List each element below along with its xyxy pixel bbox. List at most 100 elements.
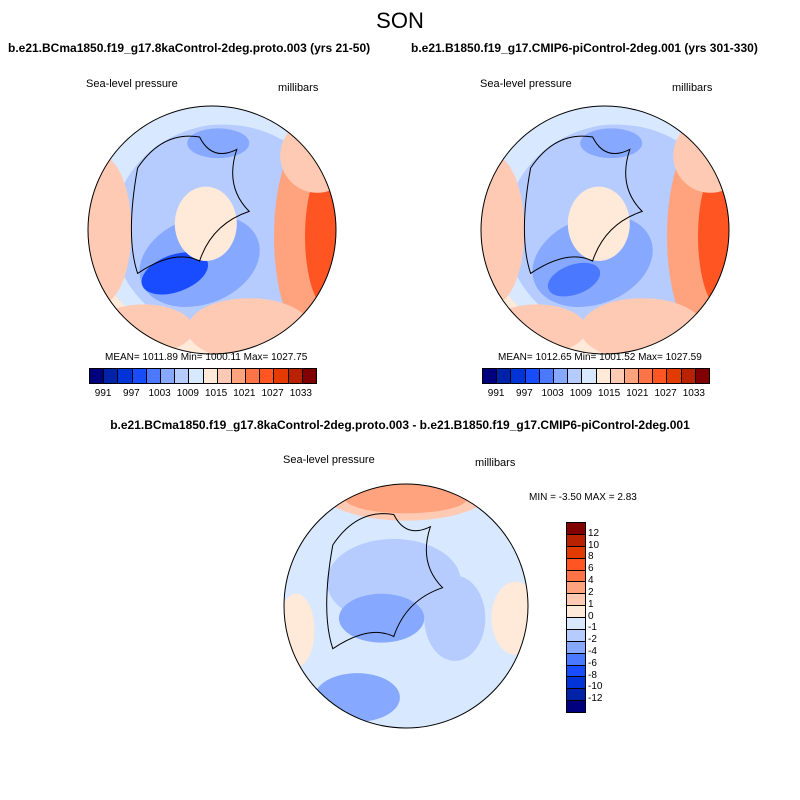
coastline bbox=[326, 513, 444, 650]
colorbar-tick-label: 991 bbox=[94, 388, 112, 399]
colorbar-tick-label: 991 bbox=[487, 388, 505, 399]
colorbar-swatch bbox=[175, 369, 190, 383]
colorbar-swatch bbox=[567, 594, 585, 607]
colorbar-swatch bbox=[104, 369, 119, 383]
colorbar-swatch bbox=[497, 369, 512, 383]
colorbar-tick-label: 1027 bbox=[261, 388, 284, 399]
colorbar-swatch bbox=[203, 369, 218, 383]
difference-colorbar bbox=[566, 522, 586, 713]
colorbar-swatch bbox=[525, 369, 540, 383]
right-panel-subtitle: b.e21.B1850.f19_g17.CMIP6-piControl-2deg… bbox=[411, 41, 758, 55]
colorbar-swatch bbox=[567, 546, 585, 559]
colorbar-tick-label: 6 bbox=[588, 563, 594, 575]
figure-title: SON bbox=[376, 8, 424, 33]
colorbar-tick-label: -6 bbox=[588, 657, 597, 669]
colorbar-tick-label: 4 bbox=[588, 575, 594, 587]
pressure-field bbox=[284, 484, 528, 728]
colorbar-swatch bbox=[483, 369, 498, 383]
colorbar-swatch bbox=[653, 369, 668, 383]
diff-units-label: millibars bbox=[475, 457, 516, 469]
map-boundary bbox=[480, 105, 730, 355]
colorbar-tick-label: 10 bbox=[588, 539, 600, 551]
right-polar-map bbox=[480, 105, 730, 355]
colorbar-swatch bbox=[567, 534, 585, 547]
colorbar-swatch bbox=[624, 369, 640, 383]
colorbar-swatch bbox=[582, 369, 597, 383]
colorbar-swatch bbox=[695, 369, 709, 383]
colorbar-swatch bbox=[146, 369, 161, 383]
colorbar-tick-label: 1021 bbox=[233, 388, 256, 399]
colorbar-swatch bbox=[260, 369, 275, 383]
colorbar-tick-label: -4 bbox=[588, 645, 597, 657]
left-variable-label: Sea-level pressure bbox=[86, 78, 178, 90]
difference-subtitle: b.e21.BCma1850.f19_g17.8kaControl-2deg.p… bbox=[110, 418, 690, 432]
pressure-field bbox=[88, 106, 336, 354]
colorbar-swatch bbox=[511, 369, 526, 383]
coastline bbox=[523, 135, 644, 275]
colorbar-swatch bbox=[302, 369, 316, 383]
colorbar-swatch bbox=[596, 369, 611, 383]
colorbar-swatch bbox=[246, 369, 261, 383]
colorbar-swatch bbox=[539, 369, 554, 383]
left-panel-subtitle: b.e21.BCma1850.f19_g17.8kaControl-2deg.p… bbox=[8, 41, 371, 55]
right-units-label: millibars bbox=[672, 82, 713, 94]
coastline bbox=[130, 135, 251, 275]
colorbar-tick-label: 12 bbox=[588, 527, 600, 539]
left-polar-map bbox=[87, 105, 337, 355]
colorbar-swatch bbox=[567, 582, 585, 595]
diff-variable-label: Sea-level pressure bbox=[283, 454, 375, 466]
colorbar-tick-label: -2 bbox=[588, 634, 597, 646]
colorbar-swatch bbox=[639, 369, 654, 383]
colorbar-swatch bbox=[681, 369, 696, 383]
colorbar-swatch bbox=[553, 369, 569, 383]
colorbar-swatch bbox=[118, 369, 133, 383]
colorbar-swatch bbox=[160, 369, 176, 383]
colorbar-tick-label: 997 bbox=[516, 388, 533, 399]
colorbar-swatch bbox=[567, 618, 585, 630]
colorbar-swatch bbox=[567, 570, 585, 583]
colorbar-tick-label: -1 bbox=[588, 622, 597, 634]
colorbar-swatch bbox=[567, 689, 585, 702]
diff-stats: MIN = -3.50 MAX = 2.83 bbox=[529, 492, 637, 503]
colorbar-swatch bbox=[568, 369, 583, 383]
colorbar-tick-label: 1015 bbox=[205, 388, 228, 399]
colorbar-swatch bbox=[567, 653, 585, 666]
colorbar-tick-label: 997 bbox=[123, 388, 140, 399]
colorbar-swatch bbox=[667, 369, 682, 383]
colorbar-tick-label: 1 bbox=[588, 598, 594, 610]
colorbar-swatch bbox=[567, 641, 585, 654]
right-stats: MEAN= 1012.65 Min= 1001.52 Max= 1027.59 bbox=[498, 352, 702, 363]
colorbar-swatch bbox=[274, 369, 289, 383]
colorbar-tick-label: 1027 bbox=[654, 388, 677, 399]
colorbar-tick-label: -12 bbox=[588, 693, 603, 705]
colorbar-tick-label: 1003 bbox=[148, 388, 171, 399]
colorbar-tick-label: 0 bbox=[588, 610, 594, 622]
colorbar-swatch bbox=[567, 606, 585, 618]
colorbar-swatch bbox=[610, 369, 625, 383]
colorbar-tick-label: 1009 bbox=[569, 388, 592, 399]
colorbar-tick-label: -10 bbox=[588, 681, 603, 693]
colorbar-swatch bbox=[567, 665, 585, 678]
colorbar-tick-label: 1009 bbox=[176, 388, 199, 399]
colorbar-swatch bbox=[231, 369, 247, 383]
colorbar-swatch bbox=[567, 701, 585, 712]
pressure-field bbox=[481, 106, 729, 354]
right-colorbar bbox=[482, 368, 710, 384]
colorbar-tick-label: 1003 bbox=[541, 388, 564, 399]
colorbar-swatch bbox=[90, 369, 105, 383]
colorbar-tick-label: 2 bbox=[588, 586, 594, 598]
colorbar-tick-label: 1021 bbox=[626, 388, 649, 399]
colorbar-swatch bbox=[567, 629, 585, 642]
difference-polar-map bbox=[283, 483, 529, 729]
colorbar-tick-label: 1015 bbox=[598, 388, 621, 399]
left-units-label: millibars bbox=[278, 82, 319, 94]
colorbar-swatch bbox=[567, 677, 585, 690]
left-colorbar bbox=[89, 368, 317, 384]
colorbar-swatch bbox=[288, 369, 303, 383]
colorbar-swatch bbox=[189, 369, 204, 383]
colorbar-tick-label: 1033 bbox=[289, 388, 312, 399]
map-boundary bbox=[283, 483, 529, 729]
colorbar-swatch bbox=[217, 369, 232, 383]
colorbar-swatch bbox=[567, 558, 585, 571]
